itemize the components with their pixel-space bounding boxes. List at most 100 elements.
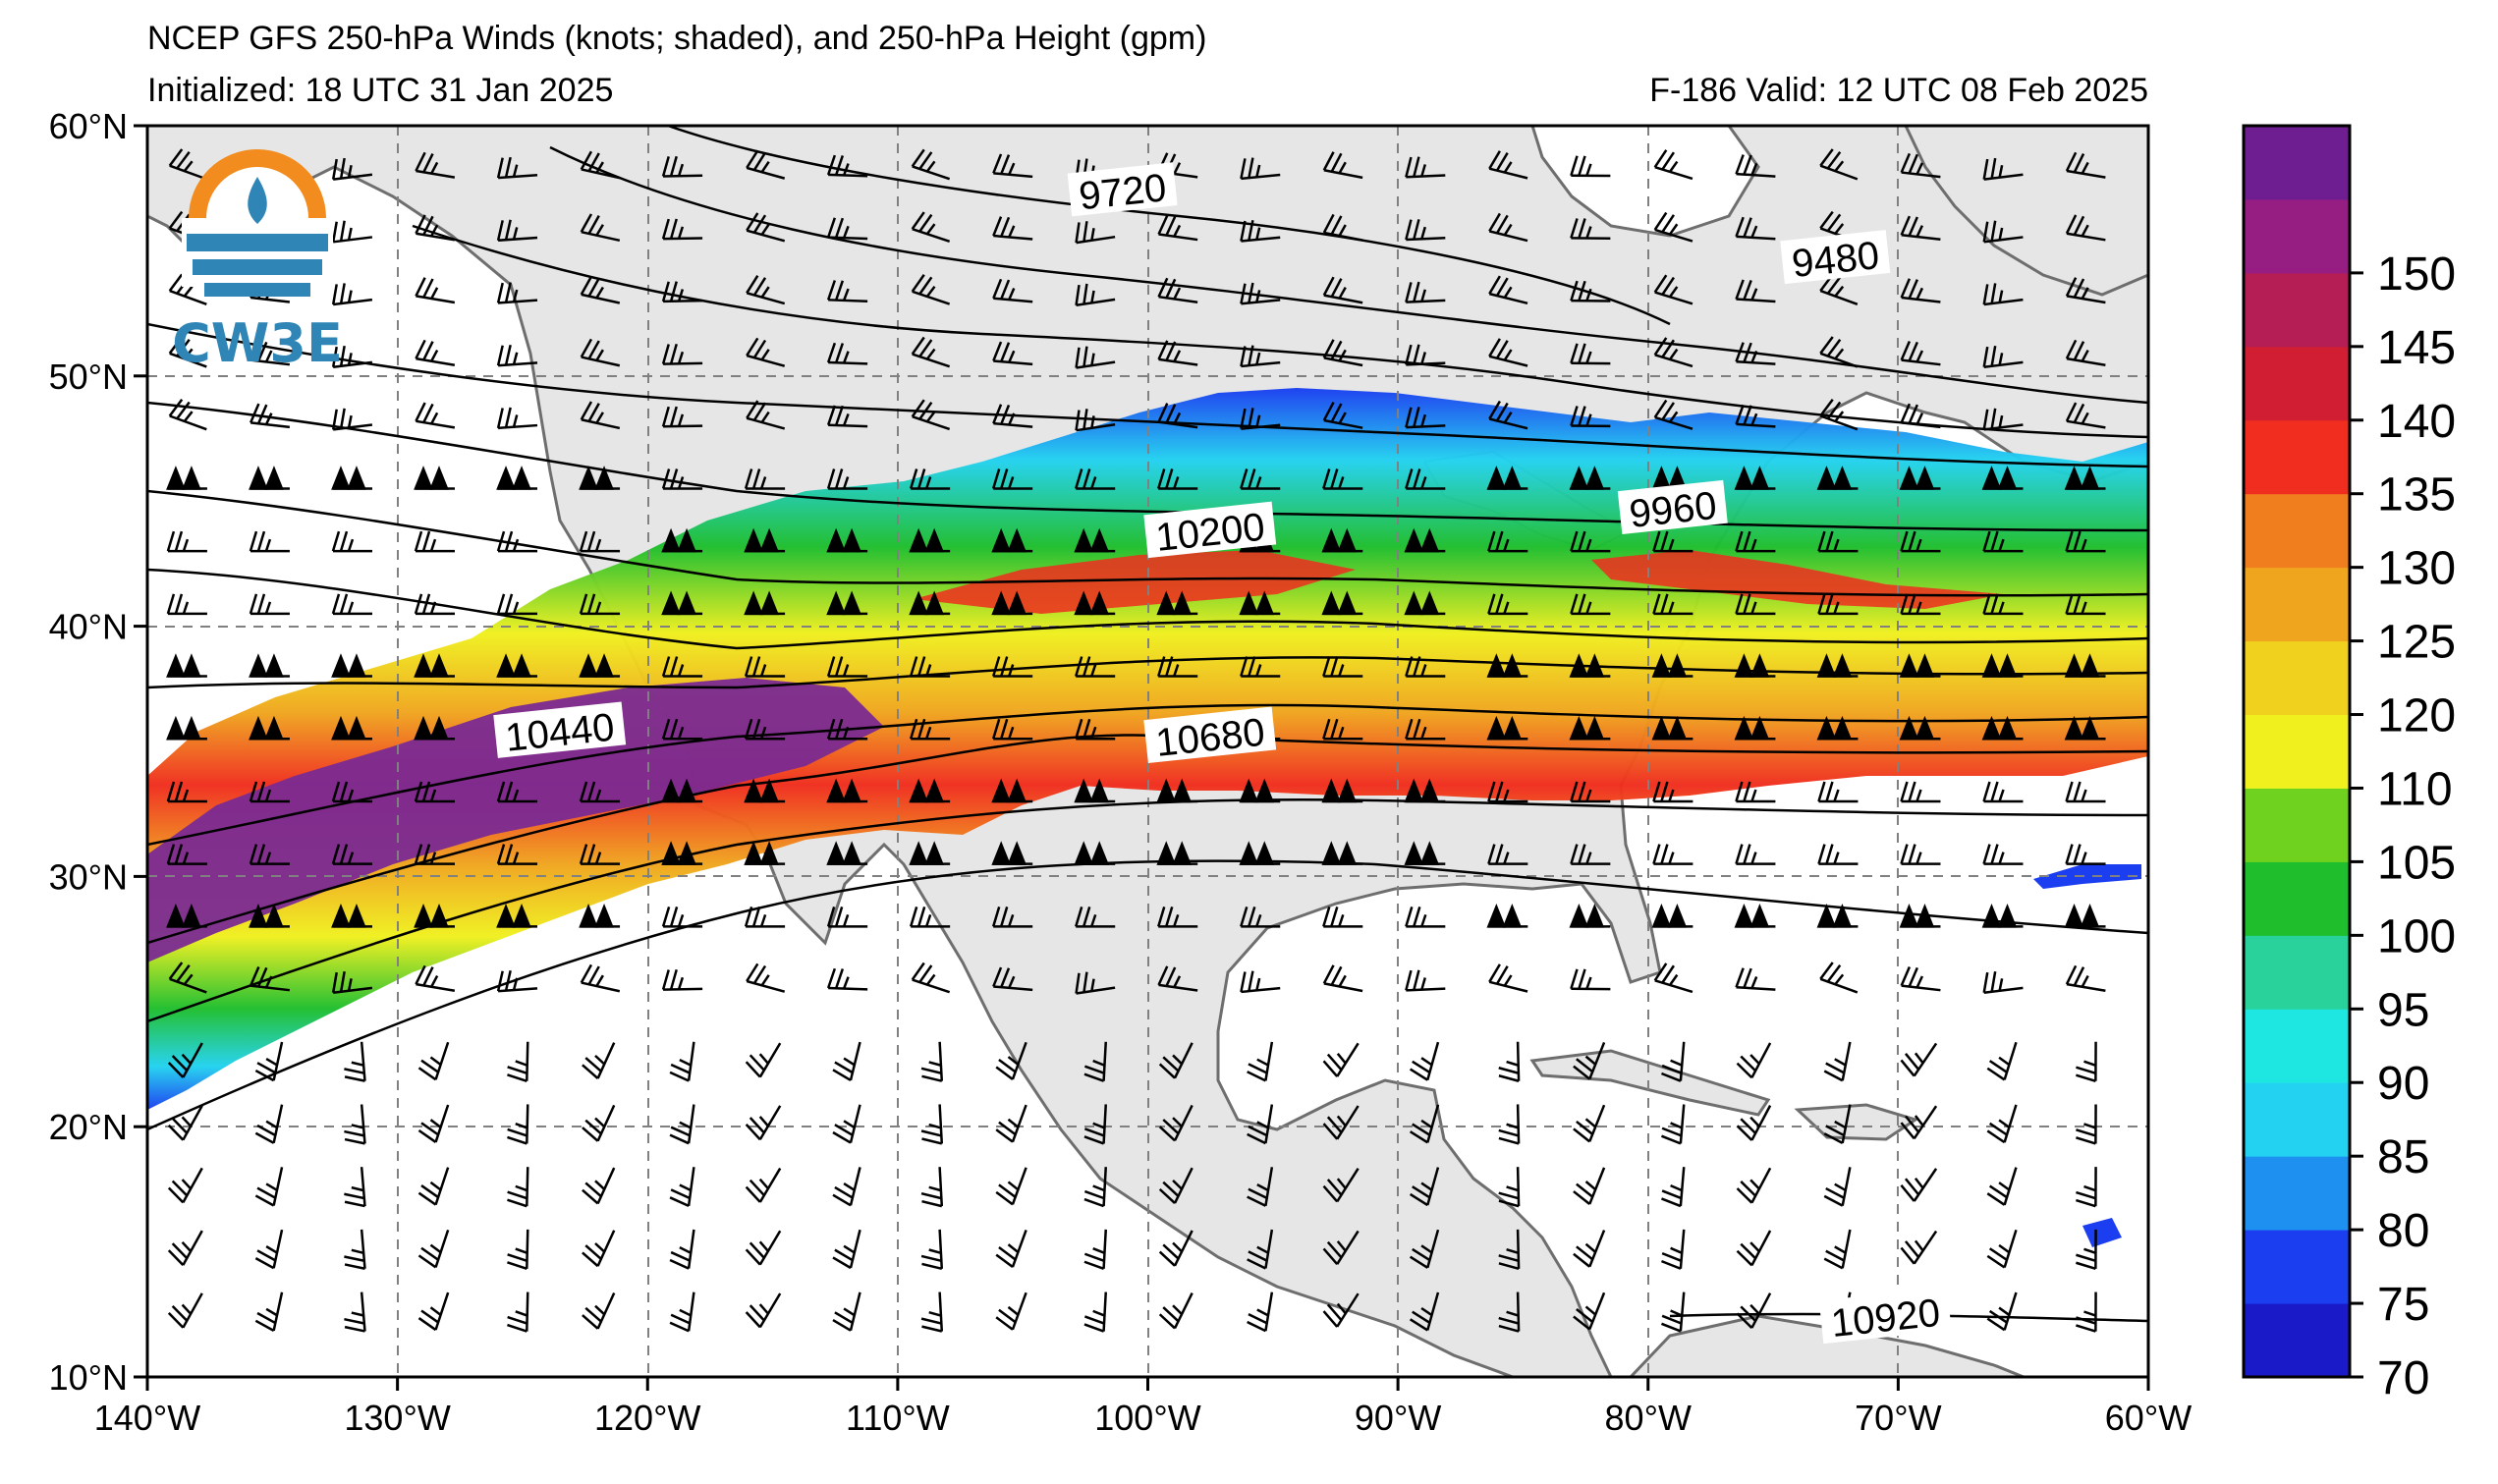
wind-barb (1982, 844, 2024, 865)
wind-barb (909, 841, 951, 865)
wind-barb (909, 907, 951, 928)
wind-barb (2064, 466, 2106, 490)
wind-barb (1322, 1168, 1360, 1203)
wind-barb (991, 656, 1033, 678)
colorbar-segment (2244, 419, 2350, 495)
wind-barb (167, 1042, 203, 1078)
wind-barb (1573, 1167, 1606, 1206)
wind-barb (909, 778, 951, 803)
wind-barb (344, 1292, 366, 1333)
colorbar: 70 75 80 85 90 95 100 105 110 120 125 130 135 140 145 1… (2242, 124, 2456, 1404)
wind-barb (1900, 965, 1941, 992)
wind-barb (417, 1104, 450, 1143)
wind-barb (1982, 220, 2024, 244)
wind-barb (1819, 336, 1859, 368)
wind-barb (249, 653, 290, 678)
wind-barb (166, 844, 207, 865)
wind-barb (579, 530, 621, 553)
wind-barb (1981, 715, 2024, 741)
wind-barb (1653, 149, 1693, 181)
wind-barb (744, 841, 786, 865)
wind-barb (254, 1041, 284, 1082)
wind-barb (1573, 1104, 1606, 1143)
colorbar-segment (2244, 346, 2350, 421)
wind-barb (992, 404, 1033, 428)
wind-barb (2076, 1041, 2097, 1082)
wind-barb (744, 527, 786, 553)
wind-barb (1083, 1292, 1108, 1333)
wind-barb (1498, 1167, 1521, 1208)
wind-barb (1498, 1292, 1521, 1333)
wind-barb (1736, 1105, 1772, 1141)
wind-barb (331, 157, 373, 181)
wind-barb (414, 903, 456, 928)
wind-barb (746, 400, 786, 430)
wind-barb (1569, 715, 1611, 741)
wind-barb (167, 1230, 203, 1266)
wind-barb (1986, 1229, 2018, 1269)
wind-barb (826, 405, 868, 428)
wind-barb (496, 593, 538, 616)
wind-barb (1569, 653, 1611, 678)
wind-barb (920, 1292, 944, 1333)
lat-tick-label: 40°N (49, 607, 128, 647)
wind-barb (661, 218, 703, 241)
wind-barb (1735, 593, 1776, 616)
wind-barb (1321, 590, 1363, 616)
wind-barb (826, 342, 868, 365)
wind-barb (1487, 593, 1528, 616)
wind-barb (496, 344, 538, 367)
contour-label: 10680 (1143, 706, 1277, 765)
wind-barb (992, 966, 1033, 992)
wind-barb (1322, 1042, 1360, 1077)
colorbar-tick-label: 95 (2377, 984, 2429, 1036)
wind-barb (414, 593, 456, 616)
wind-barb (1240, 970, 1281, 994)
wind-barb (1735, 342, 1776, 365)
wind-barb (580, 338, 621, 367)
wind-barb (745, 1292, 782, 1329)
wind-barb (2065, 781, 2106, 803)
wind-barb (991, 527, 1033, 553)
wind-barb (1817, 530, 1859, 553)
wind-barb (661, 468, 703, 490)
wind-barb (1735, 404, 1776, 428)
wind-barb (414, 653, 456, 678)
wind-barb (661, 718, 703, 741)
wind-barb (744, 656, 786, 678)
wind-barb (1158, 1292, 1193, 1330)
wind-barb (2065, 151, 2106, 179)
wind-barb (920, 1041, 944, 1082)
wind-barb (1735, 216, 1776, 241)
wind-barb (1240, 408, 1281, 430)
wind-barb (995, 1230, 1027, 1269)
wind-barb (507, 1167, 529, 1208)
colorbar-segment (2244, 788, 2350, 862)
wind-barb (1240, 157, 1281, 181)
wind-barb (1158, 1104, 1193, 1142)
wind-barb (991, 468, 1033, 490)
latitude-axis: 10°N 20°N 30°N 40°N 50°N 60°N (49, 106, 147, 1398)
wind-barb (168, 962, 207, 994)
colorbar-tick-label: 125 (2377, 617, 2456, 669)
wind-barb (1247, 1104, 1274, 1145)
wind-barb (1653, 399, 1693, 430)
wind-barb (249, 781, 290, 803)
wind-barb (1817, 593, 1859, 616)
wind-barb (1405, 969, 1446, 992)
wind-barb (168, 336, 207, 368)
wind-barb (580, 150, 621, 180)
contour-label-bg (1143, 706, 1277, 764)
wind-barb (1651, 653, 1693, 678)
wind-barb (1488, 150, 1528, 180)
wind-barb (331, 903, 372, 928)
cuba-land (1529, 1049, 1771, 1117)
wind-barb (1083, 1229, 1108, 1270)
wind-barb (909, 527, 951, 553)
wind-barb (1816, 903, 1859, 928)
wind-barb (496, 466, 538, 490)
wind-barb (1900, 340, 1941, 366)
wind-barb (1661, 1292, 1686, 1333)
wind-barb (1570, 155, 1611, 178)
logo-text: CW3E (172, 312, 343, 374)
